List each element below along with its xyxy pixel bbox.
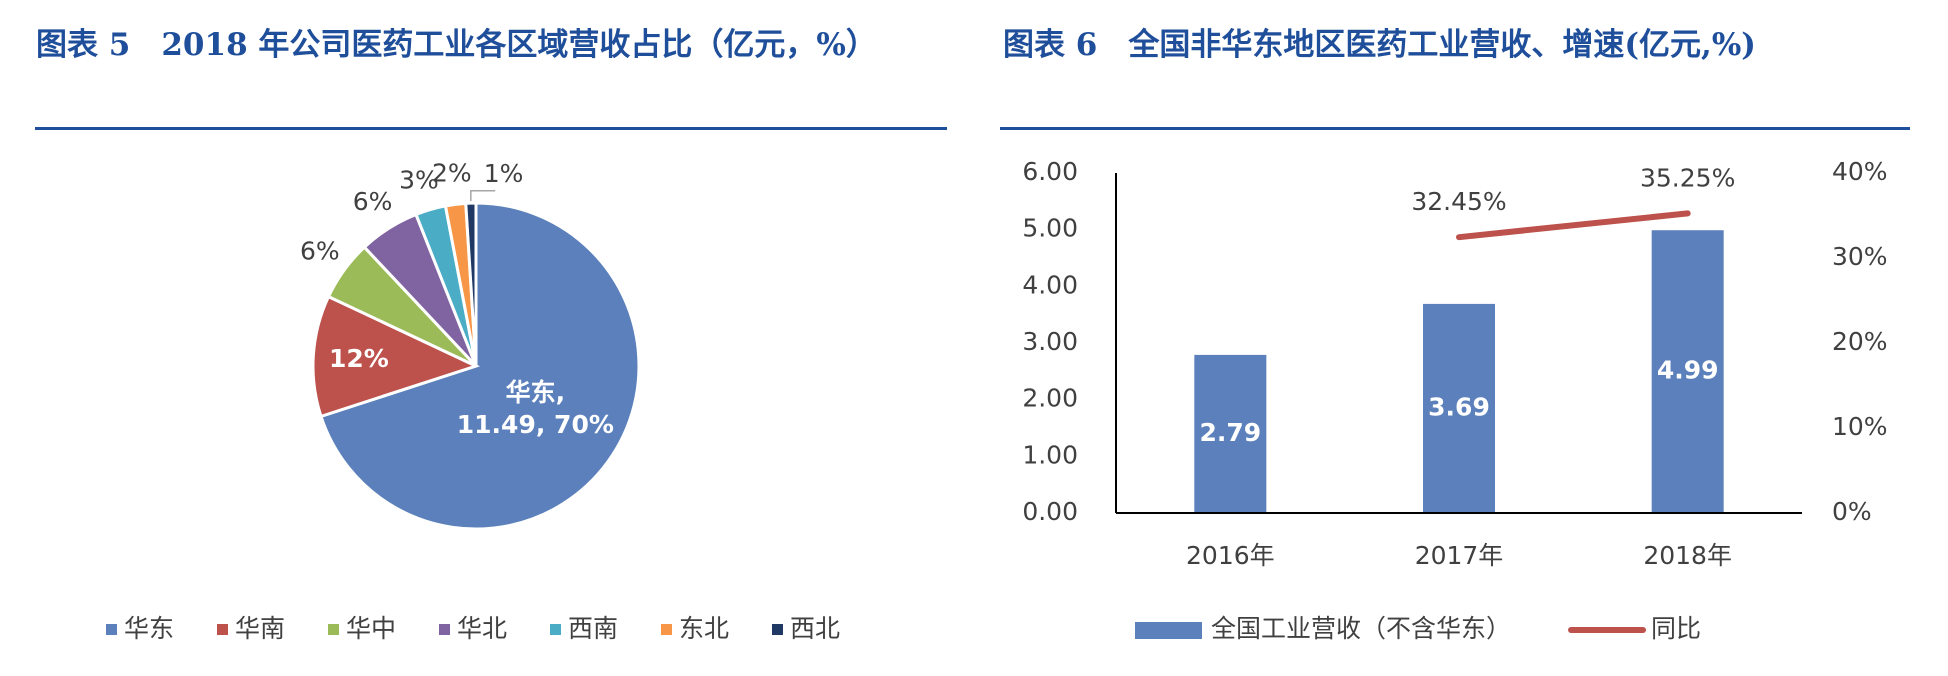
title-rule bbox=[1000, 127, 1910, 130]
data-label: 2% bbox=[432, 159, 472, 188]
data-label: 1% bbox=[484, 159, 524, 188]
bar bbox=[1651, 230, 1724, 513]
legend-swatch bbox=[328, 624, 339, 635]
x-tick-label: 2016年 bbox=[1186, 541, 1275, 570]
leader-line bbox=[470, 190, 496, 202]
y2-tick-label: 30% bbox=[1832, 242, 1888, 271]
legend-swatch bbox=[1135, 622, 1202, 639]
legend-label: 华南 bbox=[235, 614, 285, 643]
pie-slice bbox=[464, 201, 478, 367]
y2-tick-label: 10% bbox=[1832, 412, 1888, 441]
data-label: 6% bbox=[300, 237, 340, 266]
legend-label: 西南 bbox=[568, 614, 618, 643]
line bbox=[1456, 210, 1691, 241]
title-rule bbox=[35, 127, 947, 130]
chart-title: 图表 6 全国非华东地区医药工业营收、增速(亿元,%) bbox=[1003, 27, 1756, 63]
chart-title: 图表 5 2018 年公司医药工业各区域营收占比（亿元，%） bbox=[36, 27, 877, 63]
y-tick-label: 0.00 bbox=[1022, 497, 1078, 526]
x-tick-label: 2017年 bbox=[1415, 541, 1504, 570]
x-tick-label: 2018年 bbox=[1643, 541, 1732, 570]
legend-label: 华东 bbox=[124, 614, 174, 643]
y-tick-label: 5.00 bbox=[1022, 214, 1078, 243]
legend-swatch bbox=[772, 624, 783, 635]
pie-slice bbox=[319, 201, 641, 531]
legend-swatch bbox=[439, 624, 450, 635]
data-label: 华东, 11.49, 70% bbox=[456, 378, 614, 440]
legend-label: 华中 bbox=[346, 614, 396, 643]
legend-label: 全国工业营收（不含华东） bbox=[1211, 614, 1511, 643]
data-label: 3% bbox=[399, 166, 439, 195]
data-label: 4.99 bbox=[1657, 356, 1719, 385]
data-label: 3.69 bbox=[1428, 392, 1490, 421]
legend-label: 华北 bbox=[457, 614, 507, 643]
y-tick-label: 4.00 bbox=[1022, 270, 1078, 299]
bar bbox=[1423, 303, 1495, 513]
data-label: 2.79 bbox=[1199, 418, 1261, 447]
y2-tick-label: 20% bbox=[1832, 327, 1888, 356]
y-tick-label: 6.00 bbox=[1022, 157, 1078, 186]
y-tick-label: 2.00 bbox=[1022, 384, 1078, 413]
y2-tick-label: 40% bbox=[1832, 157, 1888, 186]
data-label: 12% bbox=[328, 343, 389, 373]
legend-swatch bbox=[550, 624, 561, 635]
legend-swatch bbox=[106, 624, 117, 635]
y-tick-label: 1.00 bbox=[1022, 440, 1078, 469]
legend-label: 东北 bbox=[679, 614, 729, 643]
legend-label: 西北 bbox=[790, 614, 840, 643]
y2-tick-label: 0% bbox=[1832, 497, 1872, 526]
legend-swatch bbox=[217, 624, 228, 635]
bar bbox=[1194, 354, 1267, 513]
data-label: 6% bbox=[353, 187, 393, 216]
y-tick-label: 3.00 bbox=[1022, 327, 1078, 356]
data-label: 32.45% bbox=[1411, 187, 1506, 216]
legend-swatch bbox=[661, 624, 672, 635]
data-label: 35.25% bbox=[1640, 163, 1735, 192]
pie-slice bbox=[311, 294, 481, 419]
legend-label: 同比 bbox=[1651, 614, 1701, 643]
